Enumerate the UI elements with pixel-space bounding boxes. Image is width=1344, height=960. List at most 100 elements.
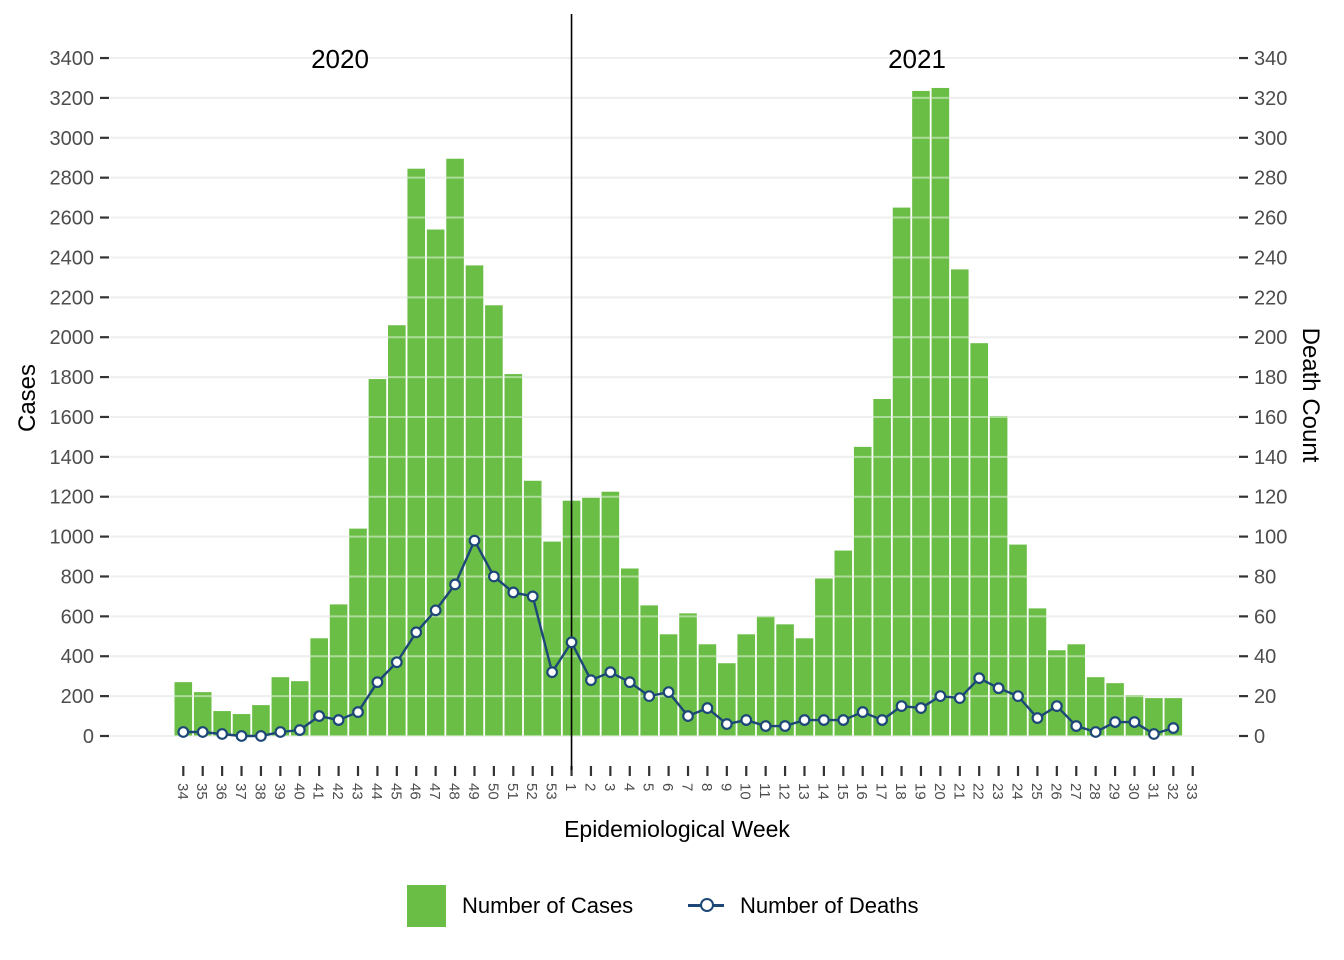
x-axis-tick-label: 31 — [1144, 783, 1161, 800]
bar-week-11 — [756, 616, 775, 736]
deaths-point-week-25 — [1031, 712, 1044, 724]
x-axis-tick-label: 45 — [387, 783, 404, 800]
bar-week-24 — [1009, 544, 1027, 736]
x-axis-tick-label: 20 — [931, 783, 948, 800]
legend-cases-label: Number of Cases — [462, 893, 634, 918]
deaths-point-week-30 — [1128, 716, 1141, 728]
bar-week-38 — [252, 705, 270, 736]
right-axis-title: Death Count — [1297, 327, 1324, 463]
left-axis-tick-label: 1400 — [50, 447, 95, 469]
deaths-point-week-8 — [701, 702, 714, 714]
x-axis-tick-label: 1 — [562, 783, 579, 791]
bar-week-48 — [446, 158, 464, 736]
right-axis-tick-label: 40 — [1254, 646, 1276, 668]
x-axis-tick-label: 7 — [679, 783, 696, 791]
bar-week-43 — [349, 528, 367, 736]
left-axis-title: Cases — [14, 363, 41, 433]
deaths-point-week-27 — [1070, 720, 1083, 732]
bar-week-3 — [601, 491, 620, 736]
right-axis-tick-label: 20 — [1254, 686, 1276, 708]
bar-week-34 — [174, 682, 193, 736]
x-axis-tick-label: 29 — [1106, 783, 1123, 800]
deaths-point-week-42 — [332, 714, 345, 726]
deaths-point-week-32 — [1167, 722, 1180, 734]
right-axis-tick-label: 280 — [1254, 168, 1287, 190]
legend-deaths-circle-icon — [700, 898, 714, 912]
right-axis-tick-label: 120 — [1254, 487, 1287, 509]
bar-week-28 — [1086, 677, 1105, 736]
deaths-point-week-51 — [507, 586, 520, 599]
deaths-point-week-29 — [1109, 716, 1121, 728]
bar-week-6 — [659, 634, 678, 736]
left-axis-tick-label: 200 — [61, 686, 94, 708]
x-axis-tick-label: 10 — [737, 783, 754, 800]
deaths-point-week-17 — [876, 714, 889, 726]
deaths-point-week-3 — [604, 666, 617, 679]
x-axis-tick-label: 38 — [251, 783, 268, 800]
deaths-point-week-31 — [1147, 728, 1160, 740]
deaths-point-week-14 — [817, 714, 830, 726]
bar-week-42 — [329, 604, 348, 736]
x-axis-tick-label: 33 — [1183, 783, 1200, 800]
deaths-point-week-50 — [487, 570, 500, 583]
legend-deaths-label: Number of Deaths — [740, 893, 919, 918]
deaths-point-week-4 — [623, 676, 636, 689]
x-axis-tick-label: 3 — [601, 783, 618, 791]
year-label-2020: 2020 — [311, 44, 369, 74]
deaths-point-week-45 — [390, 656, 403, 669]
x-axis-tick-label: 17 — [873, 783, 890, 800]
bar-week-12 — [776, 624, 794, 736]
deaths-point-week-16 — [856, 706, 869, 718]
x-axis-tick-label: 30 — [1125, 783, 1142, 800]
bar-week-22 — [970, 343, 988, 736]
right-axis-tick-label: 80 — [1254, 566, 1276, 588]
bar-week-44 — [368, 379, 387, 736]
right-axis-tick-label: 180 — [1254, 367, 1287, 389]
deaths-point-week-6 — [662, 686, 675, 699]
x-axis-tick-label: 44 — [368, 783, 385, 800]
right-axis-tick-label: 100 — [1254, 527, 1287, 549]
bar-week-40 — [290, 681, 309, 736]
x-axis-tick-label: 34 — [174, 783, 191, 800]
x-axis-tick-label: 25 — [1028, 783, 1045, 800]
deaths-point-week-2 — [585, 674, 597, 687]
deaths-point-week-40 — [293, 724, 306, 736]
left-axis-tick-label: 2800 — [50, 168, 95, 190]
x-axis-tick-label: 47 — [426, 783, 443, 800]
bar-week-15 — [834, 550, 853, 736]
deaths-point-week-23 — [992, 682, 1005, 695]
x-axis-tick-label: 48 — [446, 783, 463, 800]
bar-week-10 — [737, 634, 756, 736]
x-axis-tick-label: 16 — [853, 783, 870, 800]
legend-cases-swatch — [407, 885, 446, 927]
x-axis-tick-label: 52 — [523, 783, 540, 800]
x-axis-tick-label: 4 — [620, 783, 637, 791]
deaths-point-week-34 — [177, 726, 190, 738]
bar-week-19 — [912, 90, 930, 737]
x-axis-tick-label: 5 — [640, 783, 657, 791]
deaths-point-week-53 — [546, 666, 559, 679]
right-axis-tick-label: 260 — [1254, 208, 1287, 230]
deaths-point-week-13 — [798, 714, 811, 726]
right-axis-tick-label: 320 — [1254, 88, 1287, 110]
bar-week-21 — [950, 269, 969, 736]
left-axis-tick-label: 600 — [61, 606, 94, 628]
bar-week-14 — [815, 578, 833, 736]
left-axis-tick-label: 1800 — [50, 367, 95, 389]
left-axis-tick-label: 400 — [61, 646, 94, 668]
deaths-point-week-26 — [1050, 700, 1063, 712]
deaths-point-week-39 — [274, 726, 287, 738]
bar-week-25 — [1028, 608, 1047, 736]
x-axis-tick-label: 22 — [970, 783, 987, 800]
deaths-point-week-38 — [255, 730, 267, 742]
left-axis-tick-label: 1200 — [50, 487, 95, 509]
bar-week-17 — [873, 399, 891, 736]
deaths-point-week-37 — [235, 730, 248, 742]
x-axis-tick-label: 37 — [232, 783, 249, 800]
deaths-point-week-22 — [973, 672, 986, 685]
left-axis-tick-label: 2400 — [50, 247, 95, 269]
left-axis-tick-label: 3400 — [50, 48, 95, 70]
bar-week-9 — [718, 663, 736, 736]
x-axis-title: Epidemiological Week — [564, 815, 790, 842]
deaths-point-week-1 — [565, 636, 578, 649]
